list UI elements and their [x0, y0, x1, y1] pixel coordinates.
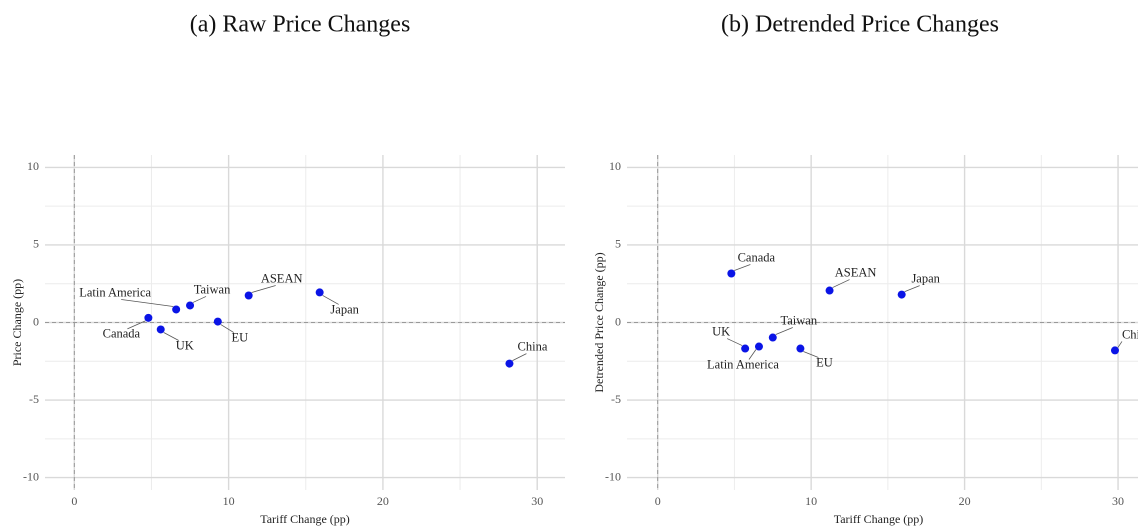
x-tick-label: 30	[531, 494, 543, 508]
point-label: EU	[231, 330, 248, 344]
y-tick-label: -10	[605, 469, 621, 483]
point	[315, 288, 324, 297]
y-tick-label: -5	[611, 392, 621, 406]
x-axis-label: Tariff Change (pp)	[834, 512, 924, 526]
point	[727, 269, 736, 278]
point-label: Japan	[330, 302, 359, 316]
point	[172, 305, 181, 314]
y-tick-label: 0	[615, 314, 621, 328]
point	[213, 317, 222, 326]
leader-line	[127, 320, 146, 330]
point-label: Taiwan	[780, 313, 817, 327]
point-label: Canada	[103, 327, 141, 341]
leader-line	[734, 264, 751, 271]
y-axis-label: Price Change (pp)	[10, 279, 24, 366]
leader-line	[163, 332, 179, 341]
y-tick-label: 10	[609, 159, 621, 173]
point-label: China	[518, 339, 548, 353]
point	[505, 359, 514, 368]
point	[244, 291, 253, 300]
leader-line	[322, 295, 339, 305]
y-axis-label: Detrended Price Change (pp)	[592, 252, 606, 392]
point	[144, 313, 153, 322]
leader-line	[803, 351, 819, 358]
point-label: UK	[712, 324, 730, 338]
x-tick-label: 0	[71, 494, 77, 508]
point-label: UK	[176, 338, 194, 352]
x-tick-label: 20	[959, 494, 971, 508]
point	[186, 301, 195, 310]
x-tick-label: 30	[1112, 494, 1124, 508]
leader-line	[1117, 341, 1123, 348]
y-tick-label: -5	[29, 392, 39, 406]
point	[1110, 346, 1119, 355]
leader-line	[832, 279, 850, 288]
point-label: EU	[816, 355, 833, 369]
point-label: Taiwan	[194, 282, 231, 296]
point	[768, 333, 777, 342]
y-tick-label: 5	[615, 237, 621, 251]
point-label: China	[1122, 327, 1138, 341]
x-axis-label: Tariff Change (pp)	[260, 512, 350, 526]
point-label: ASEAN	[261, 271, 303, 285]
panel-title: (b) Detrended Price Changes	[721, 12, 999, 38]
y-tick-label: 10	[27, 159, 39, 173]
point	[156, 325, 165, 334]
point-label: Canada	[738, 250, 776, 264]
x-tick-label: 0	[655, 494, 661, 508]
leader-line	[904, 285, 920, 292]
leader-line	[220, 324, 235, 333]
x-tick-label: 10	[223, 494, 235, 508]
x-tick-label: 20	[377, 494, 389, 508]
leader-line	[512, 353, 527, 361]
leader-line	[775, 327, 793, 335]
point	[754, 342, 763, 351]
point-label: Japan	[911, 271, 940, 285]
leader-line	[748, 349, 757, 360]
point	[825, 286, 834, 295]
y-tick-label: 5	[33, 237, 39, 251]
leader-line	[726, 338, 743, 346]
point-label: ASEAN	[835, 265, 877, 279]
y-tick-label: 0	[33, 314, 39, 328]
point	[741, 344, 750, 353]
leader-line	[121, 299, 174, 307]
leader-line	[192, 296, 207, 303]
point-label: Latin America	[707, 357, 779, 371]
point	[897, 290, 906, 299]
y-tick-label: -10	[23, 469, 39, 483]
x-tick-label: 10	[805, 494, 817, 508]
point	[796, 344, 805, 353]
leader-line	[251, 285, 276, 293]
point-label: Latin America	[79, 285, 151, 299]
panel-title: (a) Raw Price Changes	[190, 12, 411, 38]
